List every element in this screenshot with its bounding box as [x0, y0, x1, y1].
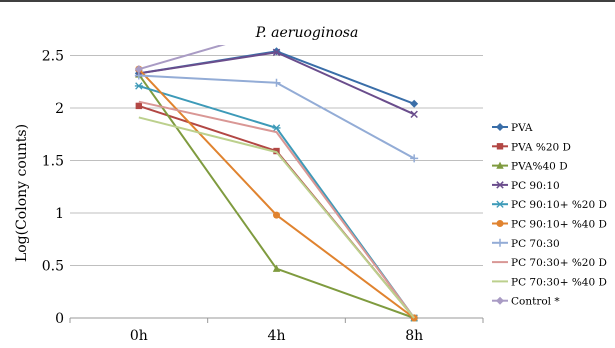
legend-swatch-marker — [496, 181, 504, 189]
legend: PVA PVA %20 D PVA%40 D PC 90:10 PC 90:10+ %2… — [492, 122, 607, 308]
legend-item: PC 90:10 — [492, 180, 560, 192]
legend-swatch-marker — [496, 123, 504, 131]
legend-label: PVA%40 D — [511, 161, 568, 173]
legend-item: PC 70:30+ %20 D — [492, 257, 607, 269]
legend-label: PC 90:10+ %20 D — [511, 199, 607, 211]
legend-label: PC 90:10 — [511, 180, 560, 192]
data-point — [410, 99, 419, 108]
series-line — [138, 100, 415, 319]
chart-title: P. aeruoginosa — [255, 25, 359, 41]
y-tick-label: 0.5 — [42, 259, 64, 275]
series-5 — [135, 65, 418, 322]
legend-swatch-marker — [496, 220, 504, 227]
data-point — [134, 82, 143, 90]
legend-label: PVA %20 D — [511, 141, 571, 153]
x-tick-label: 0h — [130, 328, 148, 344]
legend-swatch-marker — [496, 143, 504, 150]
data-point — [272, 48, 281, 57]
data-point — [135, 102, 143, 110]
legend-swatch-marker — [496, 161, 504, 169]
series-line — [138, 116, 415, 319]
data-point — [272, 78, 281, 87]
legend-label: Control * — [511, 296, 560, 308]
x-tick-label: 8h — [405, 328, 423, 344]
data-point — [410, 154, 419, 163]
series-group — [134, 45, 419, 322]
legend-item: PVA %20 D — [492, 141, 571, 153]
series-line — [138, 45, 226, 71]
legend-label: PC 70:30 — [511, 238, 560, 250]
series-7 — [138, 100, 415, 319]
y-tick-label: 1 — [55, 206, 64, 222]
y-tick-label: 0 — [55, 311, 64, 327]
series-6 — [134, 71, 419, 163]
legend-item: PVA — [492, 122, 533, 134]
series-9 — [134, 45, 226, 74]
legend-swatch-marker — [496, 200, 504, 208]
y-tick-label: 2.5 — [42, 49, 64, 65]
series-8 — [138, 116, 415, 319]
legend-item: PC 90:10+ %20 D — [492, 199, 607, 211]
data-point — [272, 124, 281, 132]
y-axis-title: Log(Colony counts) — [14, 124, 30, 262]
legend-label: PC 70:30+ %40 D — [511, 276, 607, 288]
data-point — [272, 264, 281, 272]
data-point — [410, 110, 418, 119]
data-point — [273, 211, 280, 219]
series-line — [138, 68, 415, 319]
gridlines — [70, 55, 483, 266]
axes: 0 0.5 1 1.5 2 2.5 0h 4h 8h — [42, 49, 484, 344]
legend-swatch-marker — [496, 238, 504, 247]
legend-item: Control * — [492, 296, 560, 308]
legend-swatch-marker — [496, 296, 504, 305]
data-point — [273, 147, 280, 155]
legend-label: PVA — [511, 122, 533, 134]
legend-label: PC 70:30+ %20 D — [511, 257, 607, 269]
legend-item: PC 70:30+ %40 D — [492, 276, 607, 288]
legend-item: PVA%40 D — [492, 161, 568, 173]
legend-label: PC 90:10+ %40 D — [511, 219, 607, 231]
legend-item: PC 90:10+ %40 D — [492, 219, 607, 231]
y-tick-label: 2 — [55, 101, 64, 117]
series-line — [138, 84, 415, 319]
y-tick-label: 1.5 — [42, 154, 64, 170]
legend-item: PC 70:30 — [492, 238, 560, 250]
data-point — [134, 65, 143, 74]
x-tick-label: 4h — [268, 328, 286, 344]
